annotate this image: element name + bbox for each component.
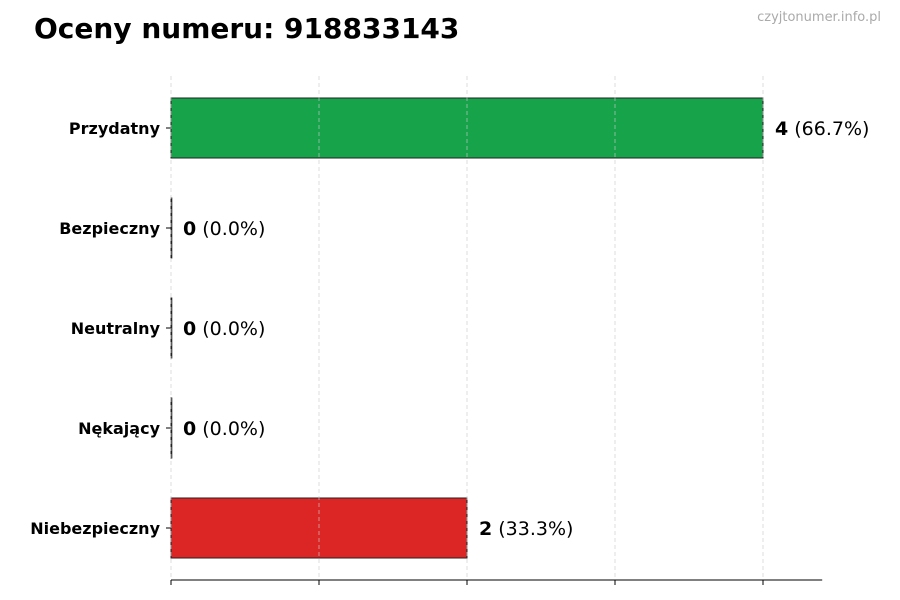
value-label: 0 (0.0%) bbox=[183, 218, 265, 240]
value-count: 4 bbox=[775, 118, 788, 140]
value-percent: (66.7%) bbox=[788, 118, 869, 140]
value-count: 0 bbox=[183, 218, 196, 240]
bar-1 bbox=[170, 197, 173, 259]
category-label: Niebezpieczny bbox=[30, 519, 160, 538]
watermark: czyjtonumer.info.pl bbox=[757, 10, 881, 25]
category-label: Przydatny bbox=[69, 119, 161, 138]
category-label: Neutralny bbox=[71, 319, 161, 338]
value-count: 2 bbox=[479, 518, 492, 540]
value-count: 0 bbox=[183, 418, 196, 440]
value-percent: (33.3%) bbox=[492, 518, 573, 540]
category-label: Bezpieczny bbox=[59, 219, 160, 238]
value-percent: (0.0%) bbox=[196, 418, 265, 440]
value-label: 0 (0.0%) bbox=[183, 418, 265, 440]
value-label: 2 (33.3%) bbox=[479, 518, 573, 540]
value-percent: (0.0%) bbox=[196, 218, 265, 240]
value-count: 0 bbox=[183, 318, 196, 340]
value-percent: (0.0%) bbox=[196, 318, 265, 340]
value-label: 4 (66.7%) bbox=[775, 118, 869, 140]
category-label: Nękający bbox=[78, 419, 160, 438]
chart-title: Oceny numeru: 918833143 bbox=[34, 12, 460, 45]
value-label: 0 (0.0%) bbox=[183, 318, 265, 340]
